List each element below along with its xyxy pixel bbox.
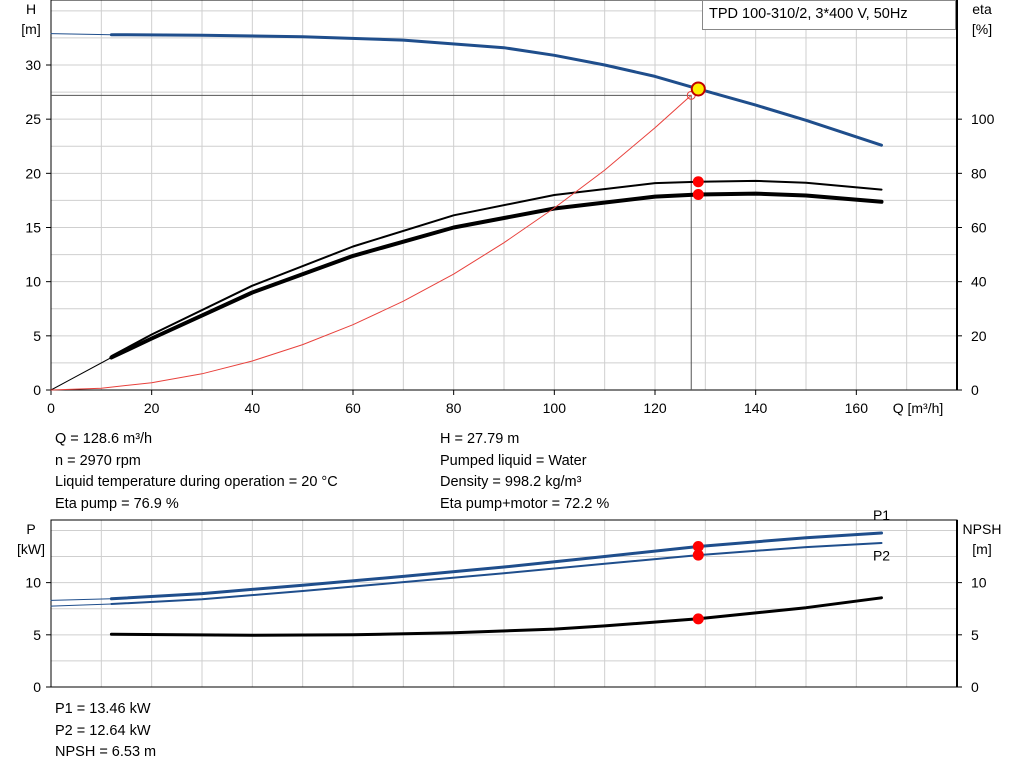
series-label-p1: P1 bbox=[873, 507, 890, 523]
y-tick-label-left: 5 bbox=[33, 328, 41, 344]
info-line: Eta pump+motor = 72.2 % bbox=[440, 495, 610, 512]
y-tick-label-right: 100 bbox=[971, 111, 995, 127]
y-tick-label-right: 60 bbox=[971, 220, 987, 236]
y-axis-label-left: H bbox=[26, 1, 36, 17]
y-tick-label-left: 10 bbox=[25, 575, 41, 591]
operating-point bbox=[692, 188, 704, 200]
operating-point bbox=[692, 541, 704, 553]
y-axis-label-left: P bbox=[26, 521, 35, 537]
x-tick-label: 160 bbox=[845, 400, 869, 416]
y-tick-label-right: 5 bbox=[971, 627, 979, 643]
series-h bbox=[109, 33, 883, 147]
info-line: Liquid temperature during operation = 20… bbox=[55, 474, 338, 490]
y-axis-label-left-unit: [kW] bbox=[17, 541, 45, 557]
y-tick-label-left: 20 bbox=[25, 165, 41, 181]
pump-title-box: TPD 100-310/2, 3*400 V, 50Hz bbox=[702, 0, 956, 30]
info-right: H = 27.79 m Pumped liquid = Water Densit… bbox=[440, 429, 609, 515]
y-axis-label-right: NPSH bbox=[963, 521, 1002, 537]
x-tick-label: 120 bbox=[643, 400, 667, 416]
series-eta-ext bbox=[50, 357, 112, 391]
info-line: Pumped liquid = Water bbox=[440, 452, 587, 469]
series-p2-ext bbox=[50, 603, 112, 607]
y-tick-label-left: 5 bbox=[33, 627, 41, 643]
pump-title: TPD 100-310/2, 3*400 V, 50Hz bbox=[709, 6, 908, 22]
x-tick-label: 140 bbox=[744, 400, 768, 416]
y-axis-label-right-unit: [m] bbox=[972, 541, 991, 557]
y-axis-label-right: eta bbox=[972, 1, 992, 17]
series-p1 bbox=[109, 531, 883, 601]
info-line: n = 2970 rpm bbox=[55, 452, 141, 469]
x-tick-label: 20 bbox=[144, 400, 160, 416]
info-line: NPSH = 6.53 m bbox=[55, 744, 157, 760]
series-p2 bbox=[110, 542, 883, 605]
x-tick-label: 100 bbox=[543, 400, 567, 416]
y-tick-label-left: 15 bbox=[25, 220, 41, 236]
operating-point bbox=[692, 549, 704, 561]
info-line: H = 27.79 m bbox=[440, 431, 520, 447]
series-h-ext bbox=[50, 33, 112, 36]
operating-point bbox=[692, 613, 704, 625]
y-tick-label-right: 10 bbox=[971, 575, 987, 591]
series-p1-ext bbox=[50, 598, 112, 601]
info-bottom: P1 = 13.46 kW P2 = 12.64 kW NPSH = 6.53 … bbox=[55, 699, 156, 764]
x-axis-label: Q [m³/h] bbox=[893, 400, 944, 416]
y-tick-label-left: 30 bbox=[25, 57, 41, 73]
operating-point bbox=[692, 176, 704, 188]
series-eta-pump bbox=[110, 179, 883, 358]
info-line: Q = 128.6 m³/h bbox=[55, 431, 153, 447]
y-tick-label-right: 40 bbox=[971, 274, 987, 290]
y-tick-label-right: 80 bbox=[971, 165, 987, 181]
info-line: Eta pump = 76.9 % bbox=[55, 495, 179, 512]
y-tick-label-right: 0 bbox=[971, 679, 979, 695]
x-tick-label: 80 bbox=[446, 400, 462, 416]
y-tick-label-left: 10 bbox=[25, 274, 41, 290]
y-tick-label-left: 0 bbox=[33, 382, 41, 398]
y-tick-label-right: 0 bbox=[971, 382, 979, 398]
info-left: Q = 128.6 m³/h n = 2970 rpm Liquid tempe… bbox=[55, 429, 338, 515]
info-line: Density = 998.2 kg/m³ bbox=[440, 474, 582, 490]
info-line: P2 = 12.64 kW bbox=[55, 722, 151, 739]
y-axis-label-right-unit: [%] bbox=[972, 21, 992, 37]
y-axis-label-left-unit: [m] bbox=[21, 21, 40, 37]
y-tick-label-right: 20 bbox=[971, 328, 987, 344]
series-label-p2: P2 bbox=[873, 547, 890, 563]
x-tick-label: 40 bbox=[245, 400, 261, 416]
x-tick-label: 60 bbox=[345, 400, 361, 416]
y-tick-label-left: 0 bbox=[33, 679, 41, 695]
x-tick-label: 0 bbox=[47, 400, 55, 416]
y-tick-label-left: 25 bbox=[25, 111, 41, 127]
info-line: P1 = 13.46 kW bbox=[55, 701, 151, 717]
series-system-curve bbox=[50, 94, 692, 391]
series-npsh bbox=[109, 596, 883, 637]
operating-point-head bbox=[690, 81, 706, 97]
